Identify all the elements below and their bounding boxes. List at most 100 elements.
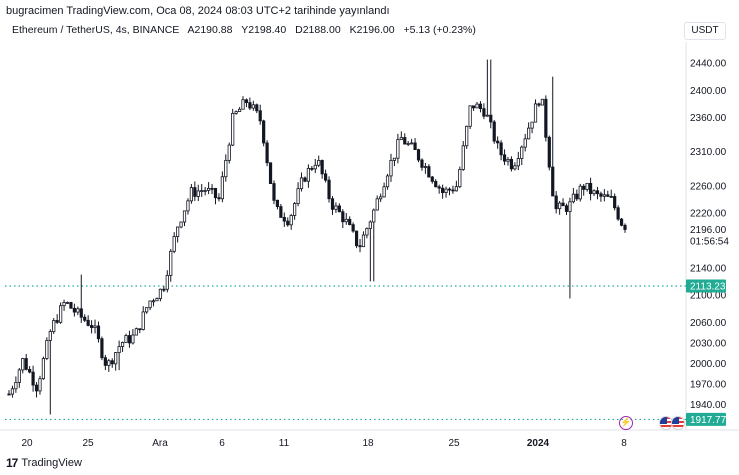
candle-body xyxy=(416,149,421,161)
symbol-name[interactable]: Ethereum / TetherUS, 4s, BINANCE xyxy=(12,24,180,36)
candle-body xyxy=(241,99,245,110)
candle-body xyxy=(306,167,310,182)
candle-body xyxy=(303,177,307,182)
candle-body xyxy=(616,207,620,220)
candle-body xyxy=(413,142,417,151)
candle-body xyxy=(499,142,503,156)
candle-body xyxy=(623,224,627,230)
candle-body xyxy=(251,104,255,109)
candle-body xyxy=(575,193,579,200)
candle-body xyxy=(430,176,434,182)
candle-body xyxy=(420,159,424,168)
lightning-icon[interactable]: ⚡ xyxy=(619,416,633,430)
candle-body xyxy=(441,187,445,193)
candle-body xyxy=(434,180,438,188)
candle-body xyxy=(351,224,355,232)
candle-body xyxy=(537,103,541,106)
candle-body xyxy=(293,203,297,216)
candle-body xyxy=(485,114,489,117)
candle-body xyxy=(468,105,472,127)
candle-body xyxy=(578,185,582,200)
level-price-label: 2113.23 xyxy=(690,282,726,293)
candle-body xyxy=(93,325,97,328)
candle-body xyxy=(379,196,383,200)
candle-body xyxy=(489,114,493,123)
candle-body xyxy=(613,196,617,209)
time-tick-label: 6 xyxy=(219,438,225,449)
candle-body xyxy=(76,308,80,313)
publish-info: bugracimen TradingView.com, Oca 08, 2024… xyxy=(6,5,390,17)
logo-mark: 17 xyxy=(6,456,18,470)
candle-body xyxy=(427,166,431,178)
candle-body xyxy=(100,338,104,359)
candle-body xyxy=(509,158,514,170)
open-label: A xyxy=(187,24,195,36)
candle-body xyxy=(571,193,575,203)
candle-body xyxy=(31,371,35,386)
candle-body xyxy=(533,103,538,123)
candle-body xyxy=(496,140,500,144)
candle-body xyxy=(344,218,348,223)
candle-body xyxy=(282,217,286,222)
price-tick-label: 2400.00 xyxy=(690,86,727,97)
candle-body xyxy=(169,250,173,276)
candle-body xyxy=(334,205,338,210)
low-label: D xyxy=(295,24,303,36)
candle-body xyxy=(244,99,249,103)
candle-body xyxy=(206,187,211,191)
price-tick-label: 2030.00 xyxy=(690,338,727,349)
candle-body xyxy=(79,308,83,318)
price-tick-label-partial: 2480.00 xyxy=(690,31,727,42)
candle-body xyxy=(299,177,304,190)
level-price-tag xyxy=(686,279,726,293)
candle-body xyxy=(182,210,187,223)
time-tick-label: 25 xyxy=(448,438,460,449)
candle-body xyxy=(289,215,293,226)
candle-body xyxy=(403,137,407,145)
time-tick-label: 2024 xyxy=(527,438,550,449)
candle-body xyxy=(527,127,531,140)
price-tick-label: 1940.00 xyxy=(690,400,727,411)
candle-body xyxy=(354,230,359,247)
candle-body xyxy=(65,302,70,304)
candle-body xyxy=(162,288,166,291)
candle-body xyxy=(55,320,59,323)
candle-body xyxy=(399,137,403,141)
candle-body xyxy=(165,274,169,290)
level-price-label: 1917.77 xyxy=(690,415,727,426)
price-tick-label: 2100.00 xyxy=(690,291,727,302)
candle-body xyxy=(248,102,252,109)
candle-body xyxy=(547,136,551,168)
candle-body xyxy=(516,158,520,167)
candle-body xyxy=(582,185,586,190)
candle-body xyxy=(186,200,190,212)
price-tick-label: 2440.00 xyxy=(690,59,727,70)
candle-body xyxy=(558,202,562,210)
candle-body xyxy=(34,384,39,392)
candle-body xyxy=(551,166,555,197)
candle-body xyxy=(38,378,42,392)
tradingview-logo: 17 TradingView xyxy=(6,456,82,470)
price-tick-label: 2220.00 xyxy=(690,209,727,220)
change-value: +5.13 (+0.23%) xyxy=(403,24,476,36)
candle-body xyxy=(41,358,46,380)
price-tick-label: 1970.00 xyxy=(690,379,727,390)
candle-body xyxy=(609,196,613,198)
currency-button[interactable]: USDT xyxy=(684,22,726,40)
candle-body xyxy=(437,186,441,189)
candle-body xyxy=(337,205,341,213)
candle-body xyxy=(540,98,545,106)
candle-body xyxy=(89,325,94,328)
candle-body xyxy=(255,104,259,112)
candle-body xyxy=(330,198,335,210)
candle-body xyxy=(237,108,242,113)
candle-body xyxy=(110,360,114,365)
us-flag-icon[interactable] xyxy=(671,416,685,430)
candle-body xyxy=(213,187,218,199)
candle-body xyxy=(606,194,610,197)
candle-body xyxy=(595,190,600,195)
candle-body xyxy=(279,206,283,218)
time-tick-label: 25 xyxy=(82,438,94,449)
candle-body xyxy=(568,201,572,212)
